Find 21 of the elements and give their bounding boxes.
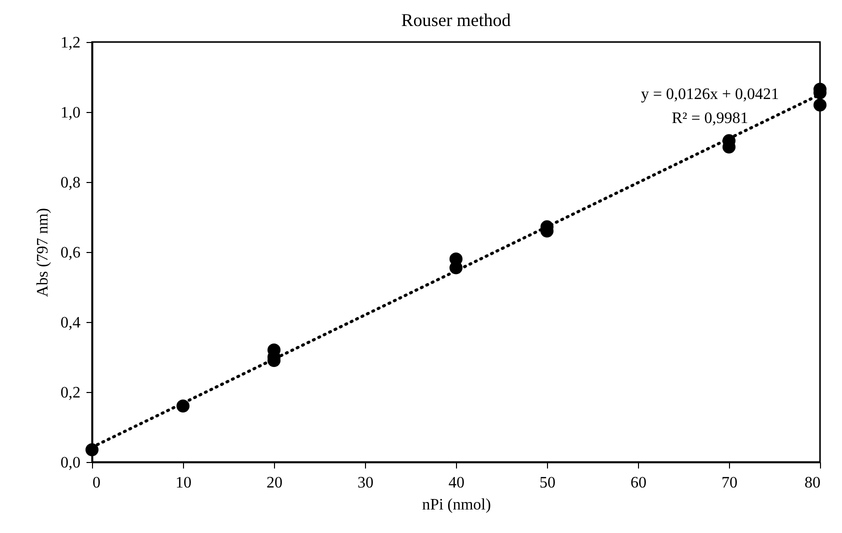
x-tick-label: 10 [176,474,192,492]
y-tick-label: 0,0 [60,454,80,472]
y-axis-title: Abs (797 nm) [34,208,52,297]
x-tick-label: 30 [358,474,374,492]
annotation: R² = 0,9981 [672,110,748,127]
x-axis-title: nPi (nmol) [422,496,491,514]
y-tick-label: 1,0 [60,104,80,122]
x-tick-label: 0 [92,474,100,492]
annotation: y = 0,0126x + 0,0421 [640,86,780,103]
y-tick-label: 1,2 [60,34,80,52]
y-tick-label: 0,6 [60,244,80,262]
chart-title: Rouser method [401,10,511,30]
x-tick-label: 40 [448,474,464,492]
x-tick-label: 80 [804,474,820,492]
y-tick-label: 0,8 [60,174,80,192]
x-tick-label: 20 [266,474,282,492]
x-tick-label: 50 [540,474,556,492]
x-tick-label: 60 [630,474,646,492]
y-tick-label: 0,4 [60,314,80,332]
x-tick-label: 70 [722,474,738,492]
y-tick-label: 0,2 [60,384,80,402]
